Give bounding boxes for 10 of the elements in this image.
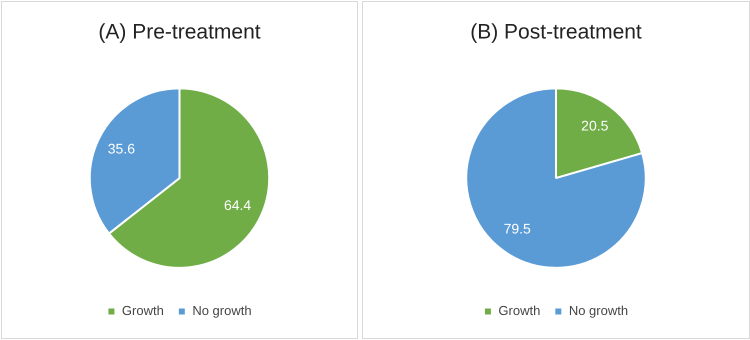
legend-label: Growth xyxy=(498,303,540,318)
chart-title: (B) Post-treatment xyxy=(470,20,642,44)
chart-title: (A) Pre-treatment xyxy=(98,20,261,44)
data-label: 20.5 xyxy=(581,117,609,134)
data-label: 64.4 xyxy=(224,197,252,214)
legend-label: No growth xyxy=(192,303,252,318)
legend-label: No growth xyxy=(568,303,628,318)
data-label: 35.6 xyxy=(108,140,136,157)
legend-label: Growth xyxy=(122,303,164,318)
data-label: 79.5 xyxy=(504,220,532,237)
